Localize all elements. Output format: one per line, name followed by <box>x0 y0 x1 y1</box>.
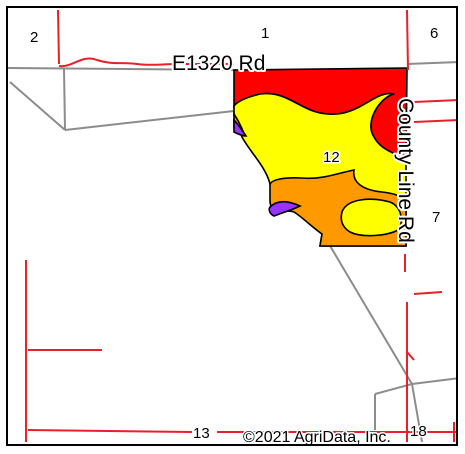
road-label-e1320: E1320 Rd <box>172 52 265 75</box>
soil-purple-sliver-bottom <box>268 200 302 217</box>
soil-map-frame: 2 1 6 12 7 13 18 E1320 Rd County Line Rd… <box>6 6 458 446</box>
section-label-12: 12 <box>323 149 340 166</box>
copyright-notice: ©2021 AgriData, Inc. <box>243 429 391 446</box>
road-label-county-line: County Line Rd <box>394 98 417 243</box>
roads <box>25 9 456 442</box>
section-label-2: 2 <box>30 29 38 46</box>
section-label-6: 6 <box>430 25 438 42</box>
section-label-18: 18 <box>410 423 427 440</box>
section-label-1: 1 <box>261 25 269 42</box>
soil-map: 2 1 6 12 7 13 18 E1320 Rd County Line Rd… <box>8 9 456 446</box>
soil-yellow-lens <box>340 198 403 237</box>
section-label-7: 7 <box>432 209 440 226</box>
soil-purple-sliver-top <box>233 118 248 137</box>
soil-polygons <box>233 67 408 247</box>
section-label-13: 13 <box>193 425 210 442</box>
